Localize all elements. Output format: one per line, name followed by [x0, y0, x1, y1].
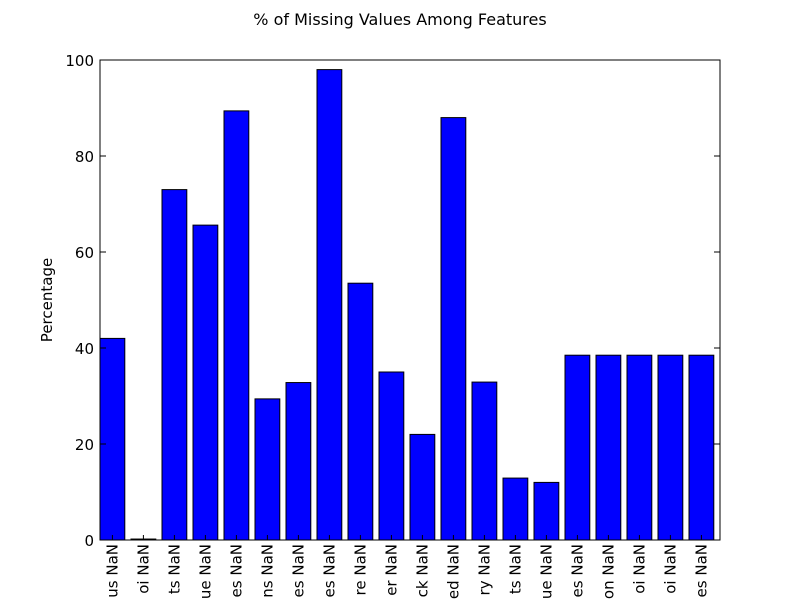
x-tick-label-3: ue NaN	[196, 544, 214, 599]
bar-5	[254, 398, 281, 541]
x-tick-label-13: ts NaN	[506, 544, 524, 594]
bar-11	[440, 117, 467, 541]
x-tick-label-4: es NaN	[227, 544, 245, 597]
x-tick-label-0: us NaN	[103, 544, 121, 598]
x-tick-label-1: oi NaN	[134, 544, 152, 594]
x-tick-label-16: on NaN	[599, 544, 617, 599]
x-tick-label-2: ts NaN	[165, 544, 183, 594]
y-tick-label-4: 80	[75, 148, 94, 166]
x-tick-label-5: ns NaN	[258, 544, 276, 598]
x-tick-label-8: re NaN	[351, 544, 369, 595]
y-tick-label-1: 20	[75, 436, 94, 454]
bar-16	[595, 354, 622, 541]
x-tick-label-9: er NaN	[382, 544, 400, 596]
x-tick-label-11: ed NaN	[444, 544, 462, 599]
x-tick-label-18: oi NaN	[661, 544, 679, 594]
x-tick-label-17: oi NaN	[630, 544, 648, 594]
bar-19	[688, 354, 715, 541]
bar-17	[626, 354, 653, 541]
y-tick-label-0: 0	[84, 532, 94, 550]
y-tick-label-2: 40	[75, 340, 94, 358]
chart-title: % of Missing Values Among Features	[253, 10, 546, 29]
bar-15	[564, 354, 591, 541]
bar-14	[533, 481, 560, 541]
y-tick-label-5: 100	[65, 52, 94, 70]
x-tick-label-12: ry NaN	[475, 544, 493, 595]
bar-8	[347, 282, 374, 541]
x-tick-label-15: es NaN	[568, 544, 586, 597]
bars-layer	[99, 69, 715, 541]
bar-3	[192, 224, 219, 541]
y-axis-label: Percentage	[38, 258, 56, 342]
bar-18	[657, 354, 684, 541]
y-tick-label-3: 60	[75, 244, 94, 262]
bar-0	[99, 337, 126, 541]
bar-2	[161, 189, 188, 541]
bar-6	[285, 382, 312, 541]
x-tick-label-6: es NaN	[289, 544, 307, 597]
x-tick-label-10: ck NaN	[413, 544, 431, 597]
bar-12	[471, 381, 498, 541]
bar-10	[409, 433, 436, 541]
x-tick-label-14: ue NaN	[537, 544, 555, 599]
bar-13	[502, 477, 529, 541]
x-tick-label-7: es NaN	[320, 544, 338, 597]
x-ticks: us NaN oi NaN ts NaN ue NaN es NaN ns NaN es N…	[103, 535, 710, 599]
plot-frame	[99, 59, 721, 541]
bar-7	[316, 69, 343, 541]
bar-4	[223, 110, 250, 541]
y-ticks: 0 20 40 60 80 100	[65, 52, 720, 550]
x-tick-label-19: es NaN	[692, 544, 710, 597]
bar-9	[378, 371, 405, 541]
